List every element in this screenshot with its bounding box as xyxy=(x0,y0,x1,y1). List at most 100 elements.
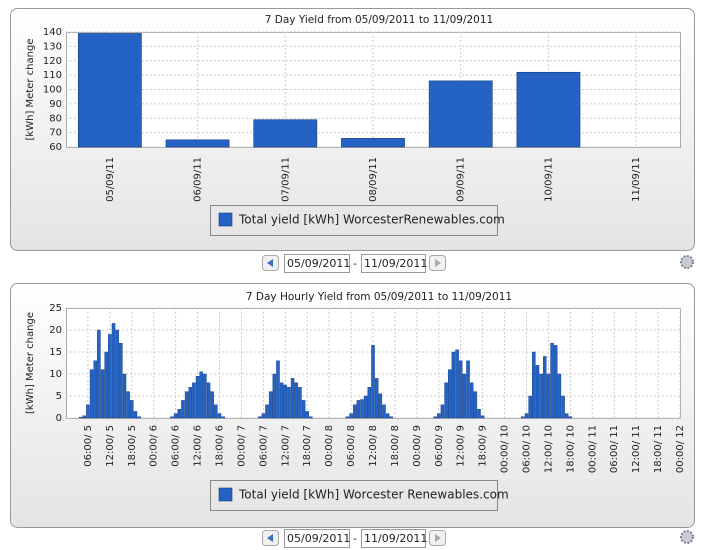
bar xyxy=(276,360,280,419)
bar xyxy=(217,413,222,419)
x-tick-label: 06:00/ 10 xyxy=(522,425,533,473)
bar xyxy=(203,373,207,419)
bar xyxy=(553,345,558,419)
bar xyxy=(298,387,302,419)
date-control: 05/09/2011 - 11/09/2011 xyxy=(262,254,694,273)
bar xyxy=(455,349,459,419)
bar xyxy=(97,329,101,419)
bar xyxy=(367,387,372,419)
chart-title: 7 Day Yield from 05/09/2011 to 11/09/201… xyxy=(265,14,493,26)
bar xyxy=(389,416,394,419)
bar xyxy=(137,416,141,419)
arrow-icon xyxy=(435,534,441,542)
x-tick-label: 18:00/ 9 xyxy=(478,425,489,467)
arrow-icon xyxy=(435,259,441,267)
y-tick-label: 80 xyxy=(49,113,62,124)
bar xyxy=(214,404,218,419)
bar xyxy=(279,382,284,419)
date-to: 11/09/2011 xyxy=(364,257,427,270)
y-tick-label: 60 xyxy=(49,142,62,153)
date-input[interactable] xyxy=(361,254,426,273)
bar xyxy=(115,329,119,419)
bar xyxy=(287,387,291,419)
bar xyxy=(516,71,581,148)
bar xyxy=(352,404,357,419)
y-tick-label: 20 xyxy=(49,325,62,336)
bar xyxy=(378,393,383,419)
bar xyxy=(119,343,123,419)
bar xyxy=(532,351,536,419)
x-tick-label: 12:00/ 5 xyxy=(105,425,116,467)
settings-icon[interactable] xyxy=(680,530,694,544)
y-tick-label: 70 xyxy=(49,128,62,139)
y-tick-label: 110 xyxy=(43,70,62,81)
bar xyxy=(345,416,350,419)
bar xyxy=(360,399,364,419)
bar xyxy=(122,373,127,419)
bar xyxy=(473,391,478,419)
bar xyxy=(568,416,573,419)
separator: - xyxy=(353,257,357,270)
date-input[interactable] xyxy=(284,254,350,273)
bar xyxy=(561,395,565,419)
bar xyxy=(305,411,309,419)
date-to: 11/09/2011 xyxy=(364,532,427,545)
bar xyxy=(184,391,189,419)
bar xyxy=(173,413,178,419)
bar xyxy=(356,400,361,419)
bar xyxy=(546,373,551,419)
bar xyxy=(272,373,277,419)
y-tick-label: 140 xyxy=(43,27,62,38)
bar xyxy=(165,139,230,148)
y-tick-label: 100 xyxy=(43,85,62,96)
bar xyxy=(93,360,97,419)
y-tick-label: 5 xyxy=(56,391,62,402)
y-tick-label: 90 xyxy=(49,99,62,110)
bar xyxy=(428,80,493,148)
x-tick-label: 06:00/ 11 xyxy=(609,425,620,473)
date-input[interactable] xyxy=(284,529,350,548)
bar xyxy=(221,416,225,419)
bar xyxy=(521,416,525,419)
x-tick-label: 00:00/ 7 xyxy=(236,425,247,467)
x-tick-label: 06:00/ 8 xyxy=(346,425,357,467)
x-tick-label: 08/09/11 xyxy=(368,157,379,202)
x-tick-label: 12:00/ 10 xyxy=(543,425,554,473)
bar xyxy=(261,413,266,419)
bar xyxy=(265,404,269,419)
date-input[interactable] xyxy=(361,529,426,548)
bar xyxy=(192,382,196,419)
bar xyxy=(539,373,543,419)
bar xyxy=(100,369,105,419)
x-tick-label: 00:00/ 12 xyxy=(675,425,686,473)
bar xyxy=(543,356,547,419)
bar xyxy=(433,416,437,419)
x-tick-label: 00:00/ 8 xyxy=(324,425,335,467)
bar xyxy=(550,343,554,419)
bar xyxy=(177,409,182,419)
bar xyxy=(535,365,540,419)
x-tick-label: 06:00/ 7 xyxy=(258,425,269,467)
y-tick-label: 10 xyxy=(49,369,62,380)
legend-swatch xyxy=(218,212,233,227)
bar xyxy=(199,371,203,419)
bar xyxy=(382,404,386,419)
bar xyxy=(294,382,299,419)
bar xyxy=(385,413,390,419)
x-tick-label: 12:00/ 11 xyxy=(631,425,642,473)
bar xyxy=(374,378,379,419)
bar xyxy=(133,411,138,419)
bar xyxy=(195,376,200,419)
x-tick-label: 07/09/11 xyxy=(280,157,291,202)
bar xyxy=(447,369,452,419)
settings-icon[interactable] xyxy=(680,255,694,269)
x-tick-label: 09/09/11 xyxy=(456,157,467,202)
y-tick-label: 0 xyxy=(56,413,62,424)
bar xyxy=(444,382,448,419)
x-tick-label: 18:00/ 7 xyxy=(302,425,313,467)
y-axis-label: [kWh] Meter change xyxy=(25,312,36,414)
y-tick-label: 120 xyxy=(43,56,62,67)
date-from: 05/09/2011 xyxy=(287,532,350,545)
bar xyxy=(210,391,214,419)
